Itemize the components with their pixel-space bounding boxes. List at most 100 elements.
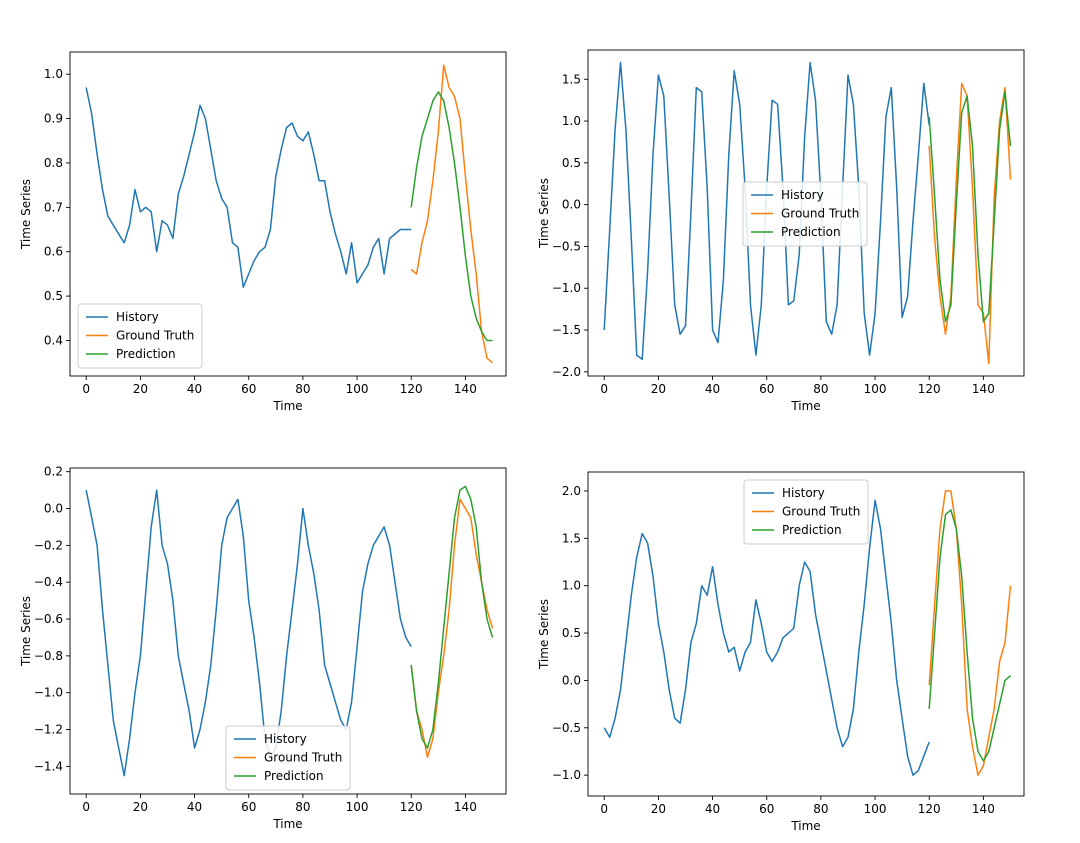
chart-2-x-tick-label: 40 <box>705 382 720 396</box>
chart-1-x-tick-label: 60 <box>241 382 256 396</box>
chart-3: 0 20 40 60 80 100 120 140 −1.4 −1.2 −1.0 −0.8 −0.6 −0… <box>19 465 507 831</box>
chart-4-x-tick-label: 20 <box>651 802 666 816</box>
chart-1-x-axis-label: Time <box>272 399 302 413</box>
chart-3-series-prediction-line <box>410 485 494 749</box>
chart-2-x-axis-label: Time <box>790 399 820 413</box>
chart-2-y-tick-label: −1.0 <box>552 281 581 295</box>
chart-1-y-tick-label: 0.4 <box>44 333 63 347</box>
chart-2-legend-box <box>742 181 868 247</box>
chart-4-legend-label-history: History <box>782 486 825 500</box>
chart-4-series-prediction-line <box>928 509 1011 762</box>
chart-2-x-tick-label: 100 <box>864 382 887 396</box>
chart-2-legend-label-history: History <box>781 188 824 202</box>
chart-1-plot-frame <box>69 51 507 377</box>
chart-4-legend-label-ground-truth: Ground Truth <box>782 505 860 519</box>
chart-3-y-axis-label: Time Series <box>19 596 33 667</box>
chart-4-y-tick-label: 1.5 <box>562 531 581 545</box>
chart-1-x-tick-label: 120 <box>400 382 423 396</box>
chart-2-y-tick-label: −2.0 <box>552 365 581 379</box>
chart-3-x-axis-label: Time <box>272 817 302 831</box>
chart-3-y-tick-label: −0.2 <box>34 538 63 552</box>
chart-3-plot-frame <box>69 467 507 795</box>
chart-4-x-tick-label: 40 <box>705 802 720 816</box>
chart-1-y-tick-label: 1.0 <box>44 67 63 81</box>
chart-2-plot-frame <box>587 49 1025 377</box>
chart-1-series-prediction-line <box>410 91 493 342</box>
chart-2-x-tick-label: 140 <box>972 382 995 396</box>
chart-3-x-tick-label: 100 <box>346 800 369 814</box>
chart-4-y-axis-label: Time Series <box>537 599 551 670</box>
chart-2-y-axis-label: Time Series <box>537 178 551 249</box>
chart-1-x-tick-label: 100 <box>346 382 369 396</box>
chart-3-y-tick-label: −1.2 <box>34 723 63 737</box>
chart-2-x-tick-label: 60 <box>759 382 774 396</box>
chart-4-legend-box <box>743 479 869 545</box>
chart-3-legend-label-prediction: Prediction <box>264 769 324 783</box>
chart-2-legend-label-prediction: Prediction <box>781 225 841 239</box>
chart-2-x-tick-label: 80 <box>813 382 828 396</box>
chart-4-legend: History Ground Truth Prediction <box>743 479 869 545</box>
chart-3-legend-label-ground-truth: Ground Truth <box>264 751 342 765</box>
chart-1-legend-label-history: History <box>116 310 159 324</box>
chart-4-series-history-line <box>603 499 930 776</box>
chart-3-x-tick-label: 60 <box>241 800 256 814</box>
chart-1-x-tick-label: 80 <box>295 382 310 396</box>
chart-4-x-tick-label: 140 <box>972 802 995 816</box>
chart-3-legend: History Ground Truth Prediction <box>225 725 351 791</box>
chart-1-y-tick-label: 0.8 <box>44 156 63 170</box>
chart-1-x-tick-label: 0 <box>82 382 90 396</box>
chart-1-y-tick-label: 0.9 <box>44 112 63 126</box>
chart-2-legend-label-ground-truth: Ground Truth <box>781 207 859 221</box>
chart-3-y-tick-label: −0.4 <box>34 575 63 589</box>
chart-2-y-tick-label: −0.5 <box>552 239 581 253</box>
chart-4-x-tick-label: 0 <box>600 802 608 816</box>
chart-1-y-tick-label: 0.5 <box>44 289 63 303</box>
chart-2: 0 20 40 60 80 100 120 140 −2.0 −1.5 −1.0 −0.5 0.0 0.5… <box>537 49 1025 413</box>
chart-1-x-tick-label: 140 <box>454 382 477 396</box>
chart-1-series-history-line <box>85 87 412 288</box>
chart-3-x-tick-label: 140 <box>454 800 477 814</box>
chart-4-y-tick-label: 2.0 <box>562 484 581 498</box>
chart-2-x-tick-label: 20 <box>651 382 666 396</box>
chart-2-y-tick-label: 0.0 <box>562 198 581 212</box>
chart-3-y-tick-label: −1.4 <box>34 759 63 773</box>
chart-3-legend-box <box>225 725 351 791</box>
chart-1-x-tick-label: 20 <box>133 382 148 396</box>
chart-3-x-tick-label: 40 <box>187 800 202 814</box>
chart-1: 0 20 40 60 80 100 120 140 0.4 0.5 0.6 0.7 0.8 0.9 1.0 T… <box>19 51 507 413</box>
chart-2-series-prediction-line <box>928 91 1012 323</box>
chart-4-plot-frame <box>587 471 1025 797</box>
chart-4-x-tick-label: 80 <box>813 802 828 816</box>
chart-4-legend-label-prediction: Prediction <box>782 523 842 537</box>
chart-1-y-axis-label: Time Series <box>19 179 33 250</box>
chart-4-x-tick-label: 100 <box>864 802 887 816</box>
chart-1-legend-label-prediction: Prediction <box>116 347 176 361</box>
chart-3-x-tick-label: 0 <box>82 800 90 814</box>
chart-3-y-tick-label: 0.0 <box>44 502 63 516</box>
chart-3-legend-label-history: History <box>264 732 307 746</box>
chart-4-x-tick-label: 60 <box>759 802 774 816</box>
chart-1-series-ground-truth-line <box>410 64 493 364</box>
chart-2-y-tick-label: 1.0 <box>562 114 581 128</box>
chart-2-y-tick-label: 0.5 <box>562 156 581 170</box>
chart-4-y-tick-label: −0.5 <box>552 721 581 735</box>
chart-3-x-tick-label: 20 <box>133 800 148 814</box>
chart-3-y-tick-label: −0.6 <box>34 612 63 626</box>
chart-2-x-tick-label: 120 <box>918 382 941 396</box>
chart-4-y-tick-label: −1.0 <box>552 768 581 782</box>
chart-4-y-tick-label: 0.5 <box>562 626 581 640</box>
chart-1-x-tick-label: 40 <box>187 382 202 396</box>
chart-3-x-tick-label: 120 <box>400 800 423 814</box>
chart-4-y-tick-label: 0.0 <box>562 673 581 687</box>
chart-3-y-tick-label: −0.8 <box>34 649 63 663</box>
chart-2-y-tick-label: 1.5 <box>562 72 581 86</box>
chart-2-x-tick-label: 0 <box>600 382 608 396</box>
chart-4-x-tick-label: 120 <box>918 802 941 816</box>
chart-4-y-tick-label: 1.0 <box>562 579 581 593</box>
chart-4-x-axis-label: Time <box>790 819 820 833</box>
chart-1-legend-label-ground-truth: Ground Truth <box>116 329 194 343</box>
chart-1-y-tick-label: 0.6 <box>44 245 63 259</box>
chart-2-y-tick-label: −1.5 <box>552 323 581 337</box>
chart-4-series-ground-truth-line <box>928 490 1012 776</box>
